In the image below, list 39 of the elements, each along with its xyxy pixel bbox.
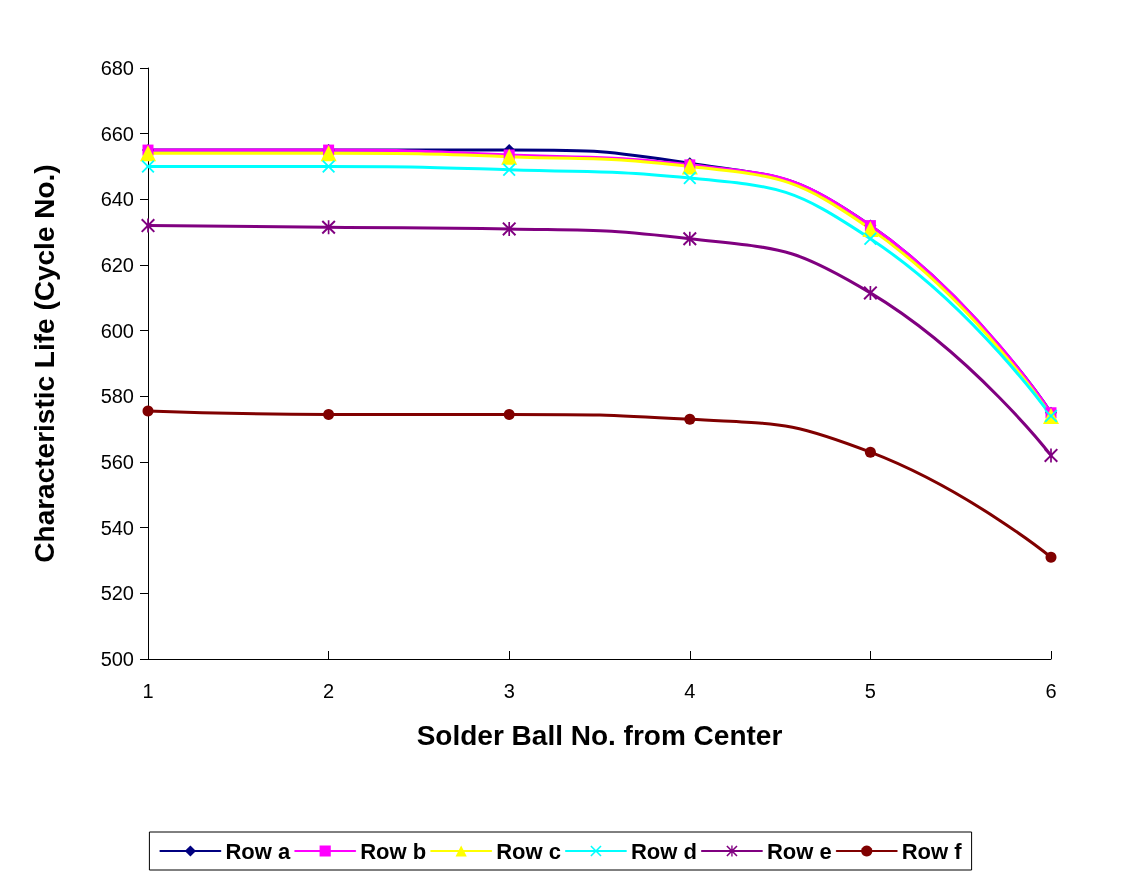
y-tick-label: 560 [100, 451, 134, 473]
x-tick-label: 1 [142, 680, 154, 702]
legend-label: Row a [225, 838, 291, 864]
point [1045, 551, 1057, 563]
legend-label: Row f [901, 838, 963, 864]
y-tick-label: 660 [100, 122, 134, 145]
point [323, 408, 335, 420]
y-tick-label: 500 [100, 648, 134, 670]
y-tick-label: 640 [100, 188, 134, 211]
point [320, 145, 337, 162]
x-tick-label: 5 [864, 680, 876, 702]
y-tick-label: 600 [100, 319, 134, 342]
point [322, 160, 336, 173]
x-tick-label: 4 [684, 680, 696, 702]
point [140, 145, 156, 162]
x-axis-title: Solder Ball No. from Center [416, 719, 783, 751]
legend-label: Row c [496, 838, 561, 864]
y-tick-label: 620 [100, 254, 134, 276]
y-axis-title: Characteristic Life (Cycle No.) [28, 164, 60, 563]
point [683, 171, 697, 185]
point [502, 221, 517, 236]
point [501, 148, 518, 165]
point [864, 446, 876, 458]
point [503, 408, 515, 420]
legend-label: Row e [766, 838, 832, 864]
legend-label: Row d [630, 838, 697, 864]
x-tick-label: 3 [503, 680, 515, 702]
point [502, 163, 516, 177]
point [682, 231, 697, 246]
y-tick-label: 520 [100, 582, 134, 605]
point [684, 413, 696, 425]
y-tick-label: 540 [100, 516, 134, 539]
legend-label: Row b [360, 838, 427, 864]
x-tick-label: 2 [323, 680, 335, 702]
y-tick-label: 580 [100, 385, 134, 408]
point [863, 232, 877, 246]
x-tick-label: 6 [1045, 680, 1057, 702]
y-tick-label: 680 [100, 57, 134, 79]
point [142, 405, 154, 417]
